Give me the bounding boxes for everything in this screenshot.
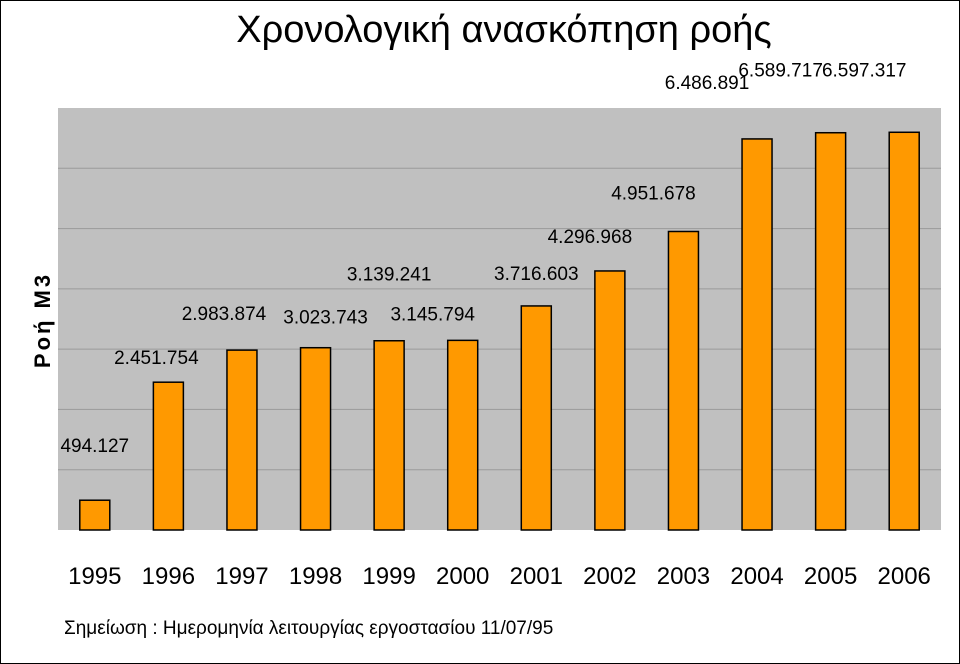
bar-1997 [226, 349, 258, 531]
data-label-2001: 3.716.603 [494, 264, 579, 285]
data-label-1997: 2.983.874 [182, 304, 267, 325]
bar-2004 [741, 138, 773, 531]
data-label-2006: 6.597.317 [822, 60, 907, 81]
x-tick-2005: 2005 [804, 563, 857, 590]
bar-1996 [152, 381, 185, 531]
bar-2001 [520, 305, 553, 531]
x-tick-1998: 1998 [289, 563, 342, 590]
data-label-1999: 3.139.241 [347, 265, 432, 286]
x-tick-2003: 2003 [657, 563, 710, 590]
bar-2005 [814, 131, 847, 531]
data-label-2004: 6.486.891 [665, 73, 750, 94]
data-label-1998: 3.023.743 [283, 308, 368, 329]
data-label-2005: 6.589.717 [738, 61, 823, 82]
x-tick-2001: 2001 [510, 563, 563, 590]
x-tick-2004: 2004 [730, 563, 783, 590]
data-label-2002: 4.296.968 [548, 227, 633, 248]
x-tick-1997: 1997 [215, 563, 268, 590]
bar-2002 [594, 270, 626, 531]
x-tick-labels: 1995 1996 1997 1998 1999 2000 2001 2002 2003 2004… [68, 563, 931, 590]
footnote: Σημείωση : Ημερομηνία λειτουργίας εργοστ… [64, 618, 553, 639]
x-tick-2002: 2002 [583, 563, 636, 590]
x-tick-1995: 1995 [68, 563, 121, 590]
x-tick-1996: 1996 [142, 563, 195, 590]
bar-1995 [79, 499, 111, 531]
bar-1999 [373, 339, 405, 531]
bar-2000 [446, 339, 479, 531]
x-tick-2006: 2006 [878, 563, 931, 590]
x-tick-2000: 2000 [436, 563, 489, 590]
data-label-2003: 4.951.678 [611, 183, 696, 204]
y-axis-label: Ροή Μ3 [30, 272, 55, 368]
data-label-2000: 3.145.794 [390, 304, 475, 325]
bar-2006 [888, 131, 920, 531]
bar-1998 [299, 346, 332, 531]
x-tick-1999: 1999 [362, 563, 415, 590]
plot-area [58, 108, 941, 530]
bars [79, 131, 920, 531]
data-label-1995: 494.127 [60, 436, 129, 457]
bar-2003 [667, 230, 700, 531]
data-labels: 494.127 2.451.754 2.983.874 3.023.743 3.139.… [60, 60, 906, 457]
data-label-1996: 2.451.754 [114, 348, 199, 369]
plot-background [58, 108, 941, 530]
chart-title: Χρονολογική ανασκόπηση ροής [236, 9, 771, 51]
